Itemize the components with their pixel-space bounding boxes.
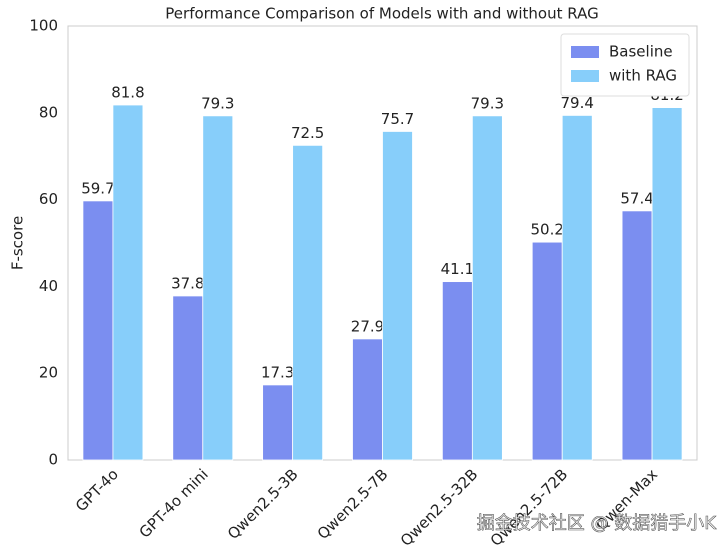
- watermark: 掘金技术社区 @ 数据猎手小K: [477, 513, 717, 534]
- y-tick-label: 80: [39, 103, 58, 121]
- x-tick-label: Qwen2.5-72B: [487, 465, 571, 549]
- value-label: 41.1: [441, 260, 474, 278]
- legend-label: Baseline: [609, 43, 673, 61]
- bar: [531, 241, 563, 461]
- value-label: 27.9: [351, 317, 384, 335]
- bar: [112, 104, 144, 461]
- legend-swatch: [571, 70, 599, 82]
- bar: [561, 115, 593, 461]
- chart-title: Performance Comparison of Models with an…: [165, 5, 598, 23]
- value-label: 72.5: [291, 124, 324, 142]
- value-label: 17.3: [261, 363, 294, 381]
- x-tick-label: Qwen2.5-3B: [224, 465, 302, 543]
- value-label: 37.8: [171, 274, 204, 292]
- y-tick-label: 0: [48, 451, 58, 469]
- value-label: 79.3: [471, 94, 504, 112]
- bar: [262, 384, 294, 461]
- value-label: 79.3: [201, 94, 234, 112]
- x-tick-label: GPT-4o mini: [136, 465, 212, 541]
- y-tick-label: 20: [39, 364, 58, 382]
- bar: [292, 144, 324, 461]
- value-label: 79.4: [561, 94, 594, 112]
- value-label: 75.7: [381, 110, 414, 128]
- legend-label: with RAG: [609, 67, 677, 85]
- value-label: 50.2: [531, 221, 564, 239]
- y-axis-label: F-score: [9, 216, 27, 270]
- x-tick-label: Qwen2.5-7B: [314, 465, 392, 543]
- bar: [471, 115, 503, 461]
- bar: [382, 131, 413, 461]
- value-label: 81.8: [111, 83, 144, 101]
- bar: [172, 295, 204, 461]
- bar: [651, 107, 683, 461]
- value-label: 59.7: [81, 179, 114, 197]
- bar: [82, 200, 114, 461]
- bar: [441, 281, 473, 461]
- y-tick-label: 40: [39, 277, 58, 295]
- bar: [621, 210, 653, 461]
- bar: [202, 115, 234, 461]
- x-tick-label: Qwen2.5-32B: [397, 465, 481, 549]
- bar: [352, 338, 383, 461]
- x-tick-label: GPT-4o: [72, 465, 122, 515]
- legend-swatch: [571, 46, 599, 58]
- value-label: 57.4: [620, 189, 653, 207]
- y-tick-label: 60: [39, 190, 58, 208]
- y-tick-label: 100: [29, 17, 58, 35]
